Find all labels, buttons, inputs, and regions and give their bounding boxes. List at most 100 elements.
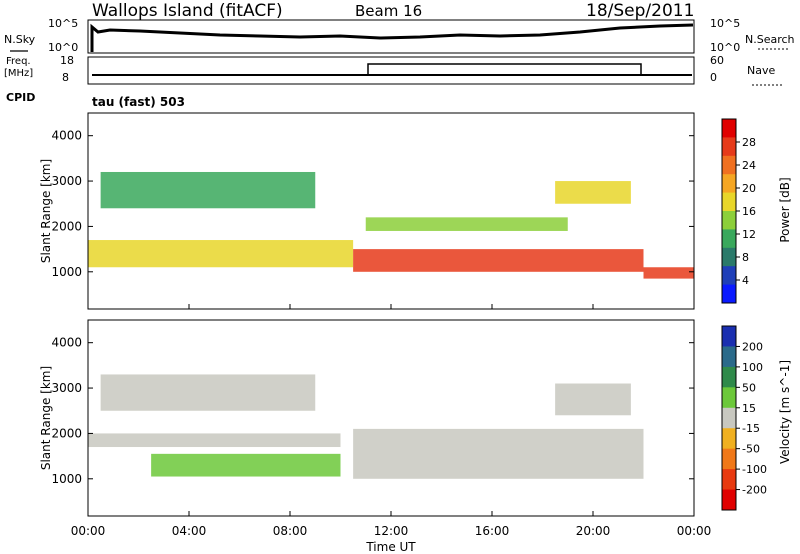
colorbar-tick-label: -50 bbox=[742, 443, 760, 456]
colorbar-swatch bbox=[722, 366, 736, 388]
x-tick-label: 16:00 bbox=[475, 524, 510, 538]
colorbar-swatch bbox=[722, 428, 736, 450]
colorbar-swatch bbox=[722, 326, 736, 347]
colorbar-swatch bbox=[722, 174, 736, 194]
power-echo-band bbox=[88, 240, 354, 268]
colorbar-swatch bbox=[722, 448, 736, 470]
freq-tick-bottom: 8 bbox=[62, 71, 69, 84]
colorbar-tick-label: 200 bbox=[742, 340, 763, 353]
colorbar-tick-label: 15 bbox=[742, 402, 756, 415]
velocity-panel: 1000 2000 3000 4000 Slant Range [km] 200 100… bbox=[39, 319, 792, 517]
freq-label-1: Freq. bbox=[6, 56, 31, 67]
velocity-plot-frame bbox=[87, 319, 695, 517]
colorbar-tick-label: 20 bbox=[742, 182, 756, 195]
colorbar-swatch bbox=[722, 247, 736, 267]
noise-left-label: N.Sky bbox=[4, 33, 36, 46]
power-echo-band bbox=[365, 217, 568, 231]
y-tick-label: 1000 bbox=[51, 265, 82, 279]
power-echo-band bbox=[643, 267, 694, 279]
colorbar-swatch bbox=[722, 346, 736, 368]
y-tick-label: 4000 bbox=[51, 336, 82, 350]
power-echo-band bbox=[353, 249, 644, 272]
colorbar-tick-label: -100 bbox=[742, 463, 767, 476]
velocity-data-layer bbox=[88, 374, 644, 479]
station-title: Wallops Island (fitACF) bbox=[92, 1, 283, 21]
freq-tick-top: 18 bbox=[60, 54, 74, 67]
freq-panel-frame bbox=[87, 56, 695, 85]
time-axis: 00:00 04:00 08:00 12:00 16:00 20:00 00:00 bbox=[71, 304, 712, 538]
noise-right-tick-bottom: 10^0 bbox=[710, 41, 740, 54]
y-tick-label: 3000 bbox=[51, 381, 82, 395]
colorbar-swatch bbox=[722, 489, 736, 511]
colorbar-tick-label: 100 bbox=[742, 361, 763, 374]
y-tick-label: 2000 bbox=[51, 219, 82, 233]
y-tick-label: 1000 bbox=[51, 472, 82, 486]
x-tick-label: 04:00 bbox=[172, 524, 207, 538]
x-tick-label: 00:00 bbox=[71, 524, 106, 538]
colorbar-tick-label: 4 bbox=[742, 274, 749, 287]
x-tick-label: 08:00 bbox=[273, 524, 308, 538]
x-tick-label: 00:00 bbox=[677, 524, 712, 538]
velocity-echo-band bbox=[88, 433, 341, 448]
velocity-echo-band bbox=[353, 428, 644, 479]
velocity-y-axis-label: Slant Range [km] bbox=[39, 366, 53, 470]
colorbar-tick-label: -200 bbox=[742, 484, 767, 497]
velocity-y-axis: 1000 2000 3000 4000 bbox=[51, 336, 694, 486]
velocity-echo-band bbox=[555, 383, 631, 416]
colorbar-tick-label: 12 bbox=[742, 228, 756, 241]
colorbar-swatch bbox=[722, 266, 736, 286]
power-echo-band bbox=[555, 181, 631, 204]
colorbar-swatch bbox=[722, 469, 736, 491]
colorbar-tick-label: 24 bbox=[742, 159, 756, 172]
power-colorbar-label: Power [dB] bbox=[778, 177, 792, 242]
noise-left-tick-bottom: 10^0 bbox=[48, 41, 78, 54]
cpid-value: tau (fast) 503 bbox=[92, 95, 185, 109]
noise-left-tick-top: 10^5 bbox=[48, 17, 78, 30]
colorbar-swatch bbox=[722, 387, 736, 409]
power-panel: 1000 2000 3000 4000 Slant Range [km] 4 8 12 16… bbox=[39, 112, 792, 310]
power-echo-band bbox=[100, 171, 316, 209]
colorbar-swatch bbox=[722, 155, 736, 175]
power-data-layer bbox=[88, 171, 694, 279]
colorbar-swatch bbox=[722, 407, 736, 429]
noise-right-label: N.Search bbox=[745, 33, 795, 46]
power-colorbar: 4 8 12 16 20 24 28 bbox=[721, 118, 756, 304]
power-plot-frame bbox=[87, 112, 695, 310]
nave-label: Nave bbox=[747, 64, 775, 77]
y-tick-label: 2000 bbox=[51, 426, 82, 440]
nave-trace bbox=[367, 63, 642, 75]
x-axis-label: Time UT bbox=[365, 540, 416, 554]
sky-noise-trace bbox=[90, 23, 694, 52]
colorbar-tick-label: 50 bbox=[742, 381, 756, 394]
colorbar-tick-label: 8 bbox=[742, 251, 749, 264]
y-tick-label: 3000 bbox=[51, 174, 82, 188]
velocity-echo-band bbox=[100, 374, 316, 411]
cpid-label: CPID bbox=[6, 91, 35, 104]
velocity-colorbar: 200 100 50 15 -15 -50 -100 -200 bbox=[721, 325, 767, 511]
colorbar-swatch bbox=[722, 137, 736, 157]
velocity-colorbar-label: Velocity [m s^-1] bbox=[778, 360, 792, 464]
colorbar-swatch bbox=[722, 192, 736, 212]
y-tick-label: 4000 bbox=[51, 129, 82, 143]
colorbar-swatch bbox=[722, 229, 736, 249]
power-y-axis-label: Slant Range [km] bbox=[39, 159, 53, 263]
date-title: 18/Sep/2011 bbox=[586, 1, 694, 21]
colorbar-tick-label: -15 bbox=[742, 422, 760, 435]
nave-tick-top: 60 bbox=[710, 54, 724, 67]
x-tick-label: 12:00 bbox=[374, 524, 409, 538]
noise-panel-frame bbox=[87, 19, 695, 54]
colorbar-tick-label: 28 bbox=[742, 136, 756, 149]
colorbar-tick-label: 16 bbox=[742, 205, 756, 218]
colorbar-swatch bbox=[722, 284, 736, 304]
colorbar-swatch bbox=[722, 211, 736, 230]
colorbar-swatch bbox=[722, 119, 736, 138]
velocity-echo-band bbox=[151, 453, 341, 477]
noise-right-tick-top: 10^5 bbox=[710, 17, 740, 30]
colorbar-frame bbox=[721, 325, 737, 511]
power-y-axis: 1000 2000 3000 4000 bbox=[51, 129, 694, 279]
beam-title: Beam 16 bbox=[355, 2, 422, 20]
x-tick-label: 20:00 bbox=[576, 524, 611, 538]
freq-label-2: [MHz] bbox=[4, 68, 33, 79]
nave-tick-bottom: 0 bbox=[710, 71, 717, 84]
